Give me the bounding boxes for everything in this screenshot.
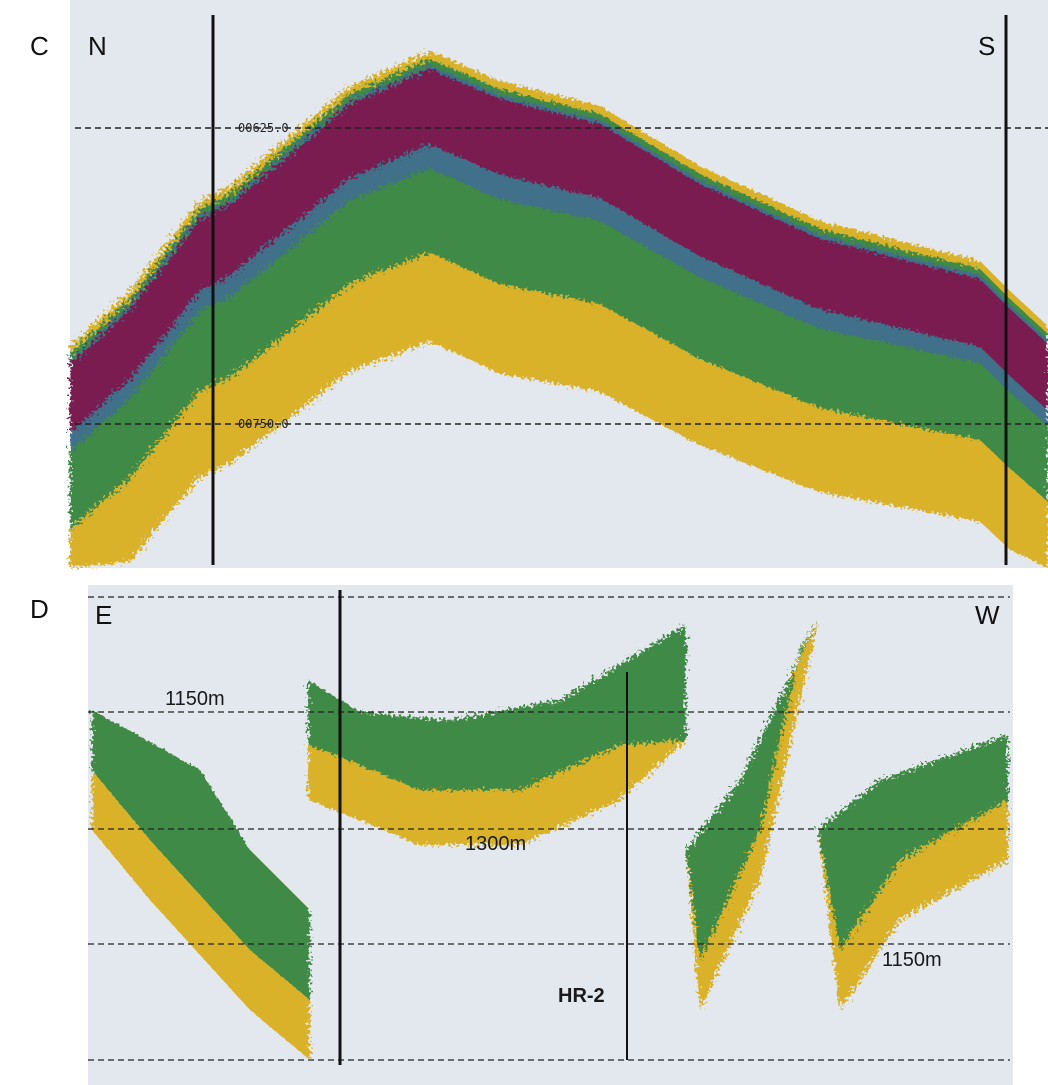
echo-green [686,620,818,960]
direction-label: E [95,600,112,630]
panel-label: D [30,594,49,624]
depth-annotation: 1150m [165,688,225,710]
echo-red [70,69,1048,434]
echo-green [818,735,1008,950]
direction-label: N [88,31,107,61]
depth-annotation: 1300m [465,833,526,855]
depth-annotation: 1150m [882,949,942,971]
direction-label: S [978,31,995,61]
echo-green [308,625,686,790]
panel-d-grid [88,596,1010,1061]
echo-green [92,710,310,1000]
depth-mark: 00625.0 [238,121,289,135]
sonar-dome [70,51,1048,568]
depth-mark: 00750.0 [238,417,289,431]
site-label: HR-2 [558,985,605,1007]
direction-label: W [975,600,1000,630]
panel-label: C [30,31,49,61]
panel-c-grid [75,127,1048,425]
sonar-profiles [92,620,1008,1060]
